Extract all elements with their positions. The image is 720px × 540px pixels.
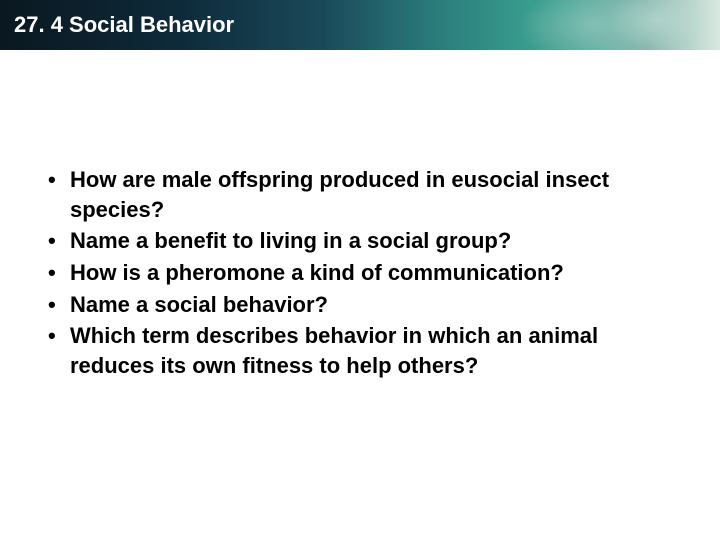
- list-item: How is a pheromone a kind of communicati…: [40, 258, 680, 288]
- list-item: Name a benefit to living in a social gro…: [40, 226, 680, 256]
- slide-title: 27. 4 Social Behavior: [0, 12, 234, 38]
- list-item: Which term describes behavior in which a…: [40, 321, 680, 380]
- list-item: Name a social behavior?: [40, 290, 680, 320]
- bullet-list: How are male offspring produced in eusoc…: [40, 165, 680, 381]
- slide-header: 27. 4 Social Behavior: [0, 0, 720, 50]
- list-item: How are male offspring produced in eusoc…: [40, 165, 680, 224]
- slide-content: How are male offspring produced in eusoc…: [0, 50, 720, 381]
